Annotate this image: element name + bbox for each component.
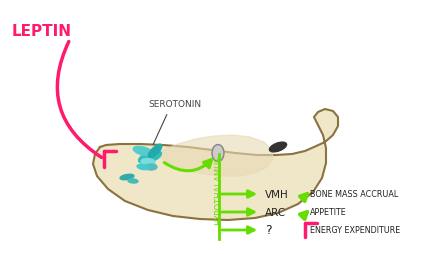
Text: BONE MASS ACCRUAL: BONE MASS ACCRUAL bbox=[309, 190, 397, 199]
FancyArrowPatch shape bbox=[57, 42, 101, 158]
Text: APPETITE: APPETITE bbox=[309, 208, 346, 217]
Text: ENERGY EXPENDITURE: ENERGY EXPENDITURE bbox=[309, 226, 399, 235]
Ellipse shape bbox=[145, 164, 157, 170]
Polygon shape bbox=[155, 135, 272, 176]
Ellipse shape bbox=[138, 151, 161, 164]
Ellipse shape bbox=[128, 179, 138, 183]
Polygon shape bbox=[93, 109, 337, 220]
Ellipse shape bbox=[269, 142, 286, 152]
FancyArrowPatch shape bbox=[164, 160, 211, 171]
Text: SEROTONIN: SEROTONIN bbox=[148, 100, 201, 109]
FancyArrowPatch shape bbox=[221, 227, 253, 233]
Text: VMH: VMH bbox=[265, 189, 288, 199]
FancyArrowPatch shape bbox=[299, 212, 307, 219]
Text: ?: ? bbox=[265, 224, 271, 236]
Text: HYPOTHALAMUS: HYPOTHALAMUS bbox=[214, 155, 223, 224]
Ellipse shape bbox=[133, 147, 153, 156]
Ellipse shape bbox=[141, 159, 155, 166]
FancyArrowPatch shape bbox=[299, 194, 307, 202]
Ellipse shape bbox=[213, 146, 222, 160]
FancyArrowPatch shape bbox=[221, 191, 253, 198]
Text: ARC: ARC bbox=[265, 207, 285, 217]
Ellipse shape bbox=[148, 145, 161, 158]
Text: LEPTIN: LEPTIN bbox=[12, 24, 72, 39]
Ellipse shape bbox=[120, 174, 134, 180]
FancyArrowPatch shape bbox=[221, 209, 253, 215]
Ellipse shape bbox=[211, 145, 224, 162]
Ellipse shape bbox=[137, 165, 149, 170]
